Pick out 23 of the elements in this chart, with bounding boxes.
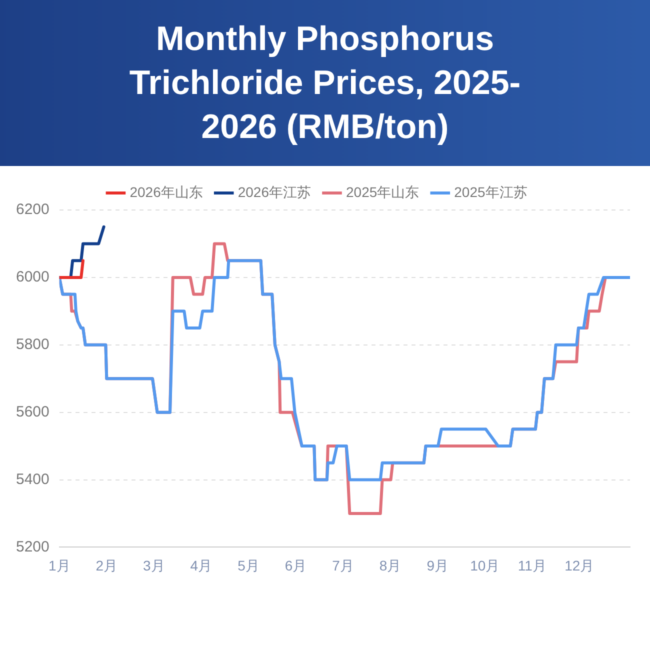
- x-tick-label: 6月: [284, 557, 307, 574]
- chart-title: Monthly Phosphorus Trichloride Prices, 2025-2026 (RMB/ton): [128, 18, 522, 148]
- x-tick-label: 7月: [332, 557, 354, 574]
- x-tick-label: 12月: [564, 557, 594, 574]
- y-tick-label: 6000: [16, 268, 50, 286]
- legend-label: 2025年江苏: [454, 184, 528, 200]
- x-tick-label: 3月: [143, 557, 165, 574]
- x-tick-label: 2月: [96, 557, 118, 574]
- y-tick-label: 5200: [16, 538, 50, 556]
- legend-label: 2026年山东: [130, 184, 203, 200]
- y-tick-label: 5400: [16, 470, 50, 488]
- x-tick-label: 8月: [379, 557, 402, 574]
- x-tick-label: 5月: [238, 557, 260, 574]
- legend-label: 2026年江苏: [238, 184, 312, 200]
- x-tick-label: 11月: [518, 557, 546, 574]
- y-tick-label: 5800: [16, 336, 50, 354]
- x-tick-label: 10月: [470, 557, 500, 574]
- y-tick-label: 6200: [16, 201, 50, 218]
- x-tick-label: 9月: [426, 557, 448, 574]
- y-tick-label: 5600: [16, 403, 50, 420]
- x-tick-label: 4月: [190, 557, 212, 574]
- legend-label: 2025年山东: [346, 184, 420, 200]
- x-tick-label: 1月: [48, 557, 70, 574]
